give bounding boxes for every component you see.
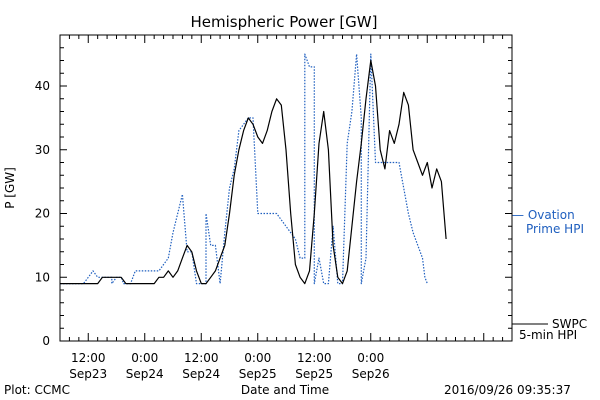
- series-line-ovation-prime: [60, 53, 428, 285]
- y-tick-label: 20: [35, 207, 50, 221]
- y-ticks: 0 10 20 30 40: [35, 34, 512, 348]
- x-tick-time-label: 0:00: [244, 351, 271, 365]
- x-tick-date-label: Sep24: [182, 367, 220, 381]
- x-tick-date-label: Sep25: [295, 367, 333, 381]
- legend-swpc-label-2: 5-min HPI: [519, 328, 577, 342]
- plot-timestamp: 2016/09/26 09:35:37: [444, 383, 571, 397]
- x-tick-time-label: 12:00: [71, 351, 106, 365]
- y-tick-label: 30: [35, 143, 50, 157]
- legend-ovation-label-1: — Ovation: [512, 208, 575, 222]
- legend-ovation-label-2: Prime HPI: [526, 222, 584, 236]
- y-tick-label: 10: [35, 270, 50, 284]
- plot-credit: Plot: CCMC: [4, 383, 70, 397]
- x-tick-date-label: Sep24: [126, 367, 164, 381]
- x-tick-date-label: Sep26: [352, 367, 390, 381]
- chart-title: Hemispheric Power [GW]: [191, 13, 378, 31]
- legend-ovation-dash: —: [512, 208, 528, 222]
- y-tick-label: 40: [35, 79, 50, 93]
- plot-frame: [59, 34, 513, 342]
- x-tick-time-label: 0:00: [131, 351, 158, 365]
- x-tick-date-label: Sep23: [69, 367, 107, 381]
- legend-ovation-name: Ovation: [528, 208, 575, 222]
- x-tick-time-label: 0:00: [357, 351, 384, 365]
- series-line-swpc-5min: [60, 59, 447, 285]
- legend-swpc-label-1: SWPC: [552, 317, 587, 331]
- x-tick-time-label: 12:00: [297, 351, 332, 365]
- y-axis-label: P [GW]: [3, 167, 17, 209]
- series-lines: [60, 53, 447, 285]
- x-axis-label: Date and Time: [241, 383, 329, 397]
- x-tick-time-label: 12:00: [184, 351, 219, 365]
- x-tick-date-label: Sep25: [239, 367, 277, 381]
- y-tick-label: 0: [42, 334, 50, 348]
- x-ticks: 12:00 Sep23 0:00 Sep24 12:00 Sep24 0:00 Sep25 12…: [68, 35, 504, 381]
